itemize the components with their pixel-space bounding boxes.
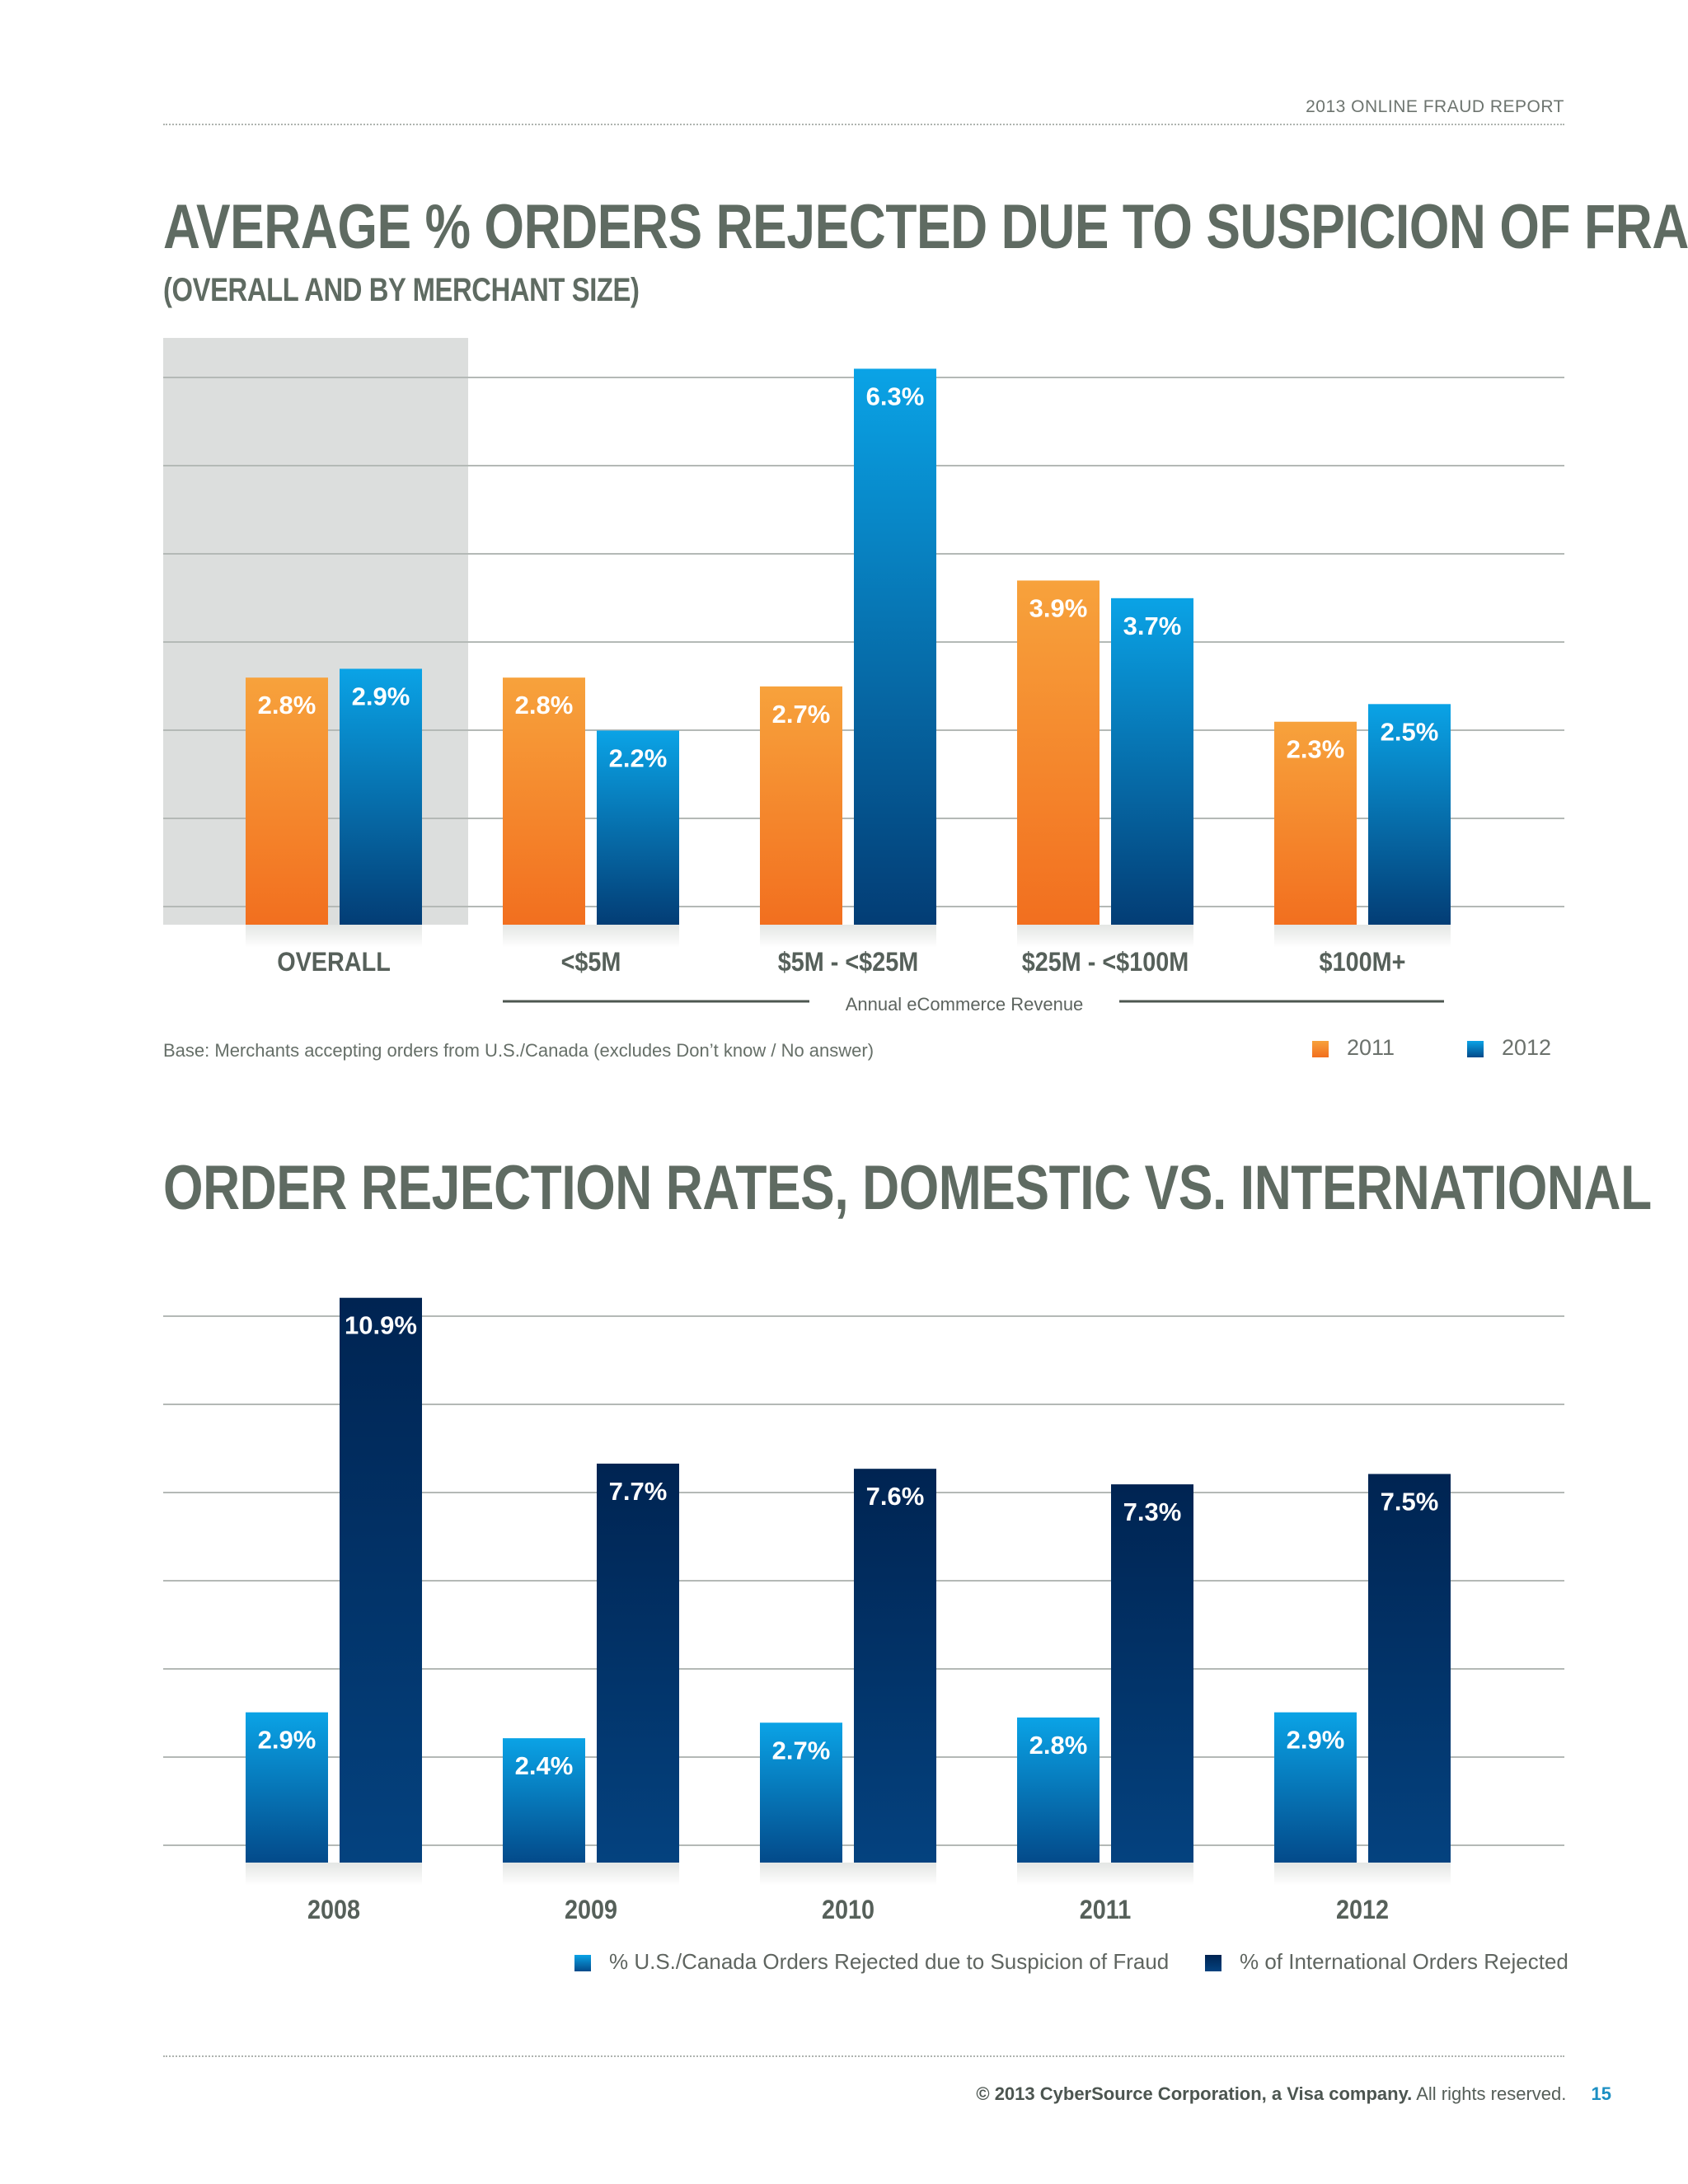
bar-2012-series-1 bbox=[1274, 1712, 1357, 1863]
category-label-2012: 2012 bbox=[1336, 1896, 1389, 1925]
bar-overall-series-1 bbox=[246, 677, 328, 925]
chart1-title: AVERAGE % ORDERS REJECTED DUE TO SUSPICI… bbox=[163, 192, 1688, 262]
bar-2010-series-1 bbox=[760, 1722, 842, 1863]
data-label-5m-series-2: 2.2% bbox=[609, 743, 668, 772]
bar-25m-100m-series-2 bbox=[1111, 598, 1193, 925]
legend-label-2011: 2011 bbox=[1347, 1035, 1395, 1060]
data-label-5m-25m-series-1: 2.7% bbox=[772, 700, 831, 729]
data-label-2011-series-1: 2.8% bbox=[1029, 1731, 1088, 1760]
data-label-overall-series-2: 2.9% bbox=[352, 682, 410, 710]
bar-shadow bbox=[503, 925, 679, 948]
legend-label-international: % of International Orders Rejected bbox=[1240, 1949, 1568, 1974]
legend-item-international: % of International Orders Rejected bbox=[1205, 1949, 1568, 1975]
chart2-figure: 2.9% 10.9% 2.4% 7.7% 2.7% 7.6% 2.8% 7.3% 2.9% 7.5… bbox=[163, 1297, 1564, 1925]
category-label-5m: <$5M bbox=[561, 948, 621, 977]
bar-5m-25m-series-1 bbox=[760, 686, 842, 925]
header-divider bbox=[163, 124, 1564, 125]
legend-swatch-light-blue bbox=[574, 1955, 591, 1972]
data-label-5m-25m-series-2: 6.3% bbox=[866, 382, 925, 410]
bar-25m-100m-series-1 bbox=[1017, 580, 1100, 925]
chart1-figure: 2.8% 2.9% 2.8% 2.2% 2.7% 6.3% 3.9% 3.7% 2.3% 2.5%… bbox=[163, 338, 1564, 1015]
data-label-2012-series-1: 2.9% bbox=[1287, 1726, 1345, 1755]
data-label-100m-series-2: 2.5% bbox=[1381, 717, 1439, 746]
legend-item-domestic: % U.S./Canada Orders Rejected due to Sus… bbox=[574, 1949, 1169, 1975]
data-label-2011-series-2: 7.3% bbox=[1123, 1497, 1182, 1526]
category-label-2010: 2010 bbox=[822, 1896, 874, 1925]
xaxis-label: Annual eCommerce Revenue bbox=[846, 994, 1084, 1015]
bar-5m-series-2 bbox=[597, 730, 679, 925]
bar-2011-series-1 bbox=[1017, 1717, 1100, 1863]
legend-label-2012: 2012 bbox=[1502, 1035, 1552, 1060]
data-label-2008-series-1: 2.9% bbox=[258, 1726, 316, 1755]
category-label-5m-25m: $5M - <$25M bbox=[778, 948, 918, 977]
data-label-2009-series-1: 2.4% bbox=[515, 1751, 574, 1780]
report-header: 2013 ONLINE FRAUD REPORT bbox=[1306, 97, 1564, 116]
data-label-25m-100m-series-1: 3.9% bbox=[1029, 593, 1088, 622]
category-label-2011: 2011 bbox=[1080, 1896, 1132, 1925]
category-label-overall: OVERALL bbox=[277, 948, 391, 977]
data-label-2008-series-2: 10.9% bbox=[345, 1311, 417, 1340]
bar-2012-series-2 bbox=[1368, 1474, 1451, 1863]
bar-shadow bbox=[760, 925, 936, 948]
bar-shadow bbox=[1017, 1863, 1193, 1886]
data-label-2009-series-2: 7.7% bbox=[609, 1477, 668, 1506]
data-label-2010-series-1: 2.7% bbox=[772, 1736, 831, 1765]
footer-divider bbox=[163, 2055, 1564, 2057]
bar-shadow bbox=[246, 1863, 422, 1886]
bar-2010-series-2 bbox=[854, 1469, 936, 1863]
legend-swatch-navy bbox=[1205, 1955, 1221, 1972]
bar-2009-series-1 bbox=[503, 1738, 585, 1863]
bar-shadow bbox=[760, 1863, 936, 1886]
bar-2009-series-2 bbox=[597, 1463, 679, 1863]
bar-5m-series-1 bbox=[503, 677, 585, 925]
bar-100m-series-2 bbox=[1368, 704, 1451, 925]
category-label-25m-100m: $25M - <$100M bbox=[1022, 948, 1189, 977]
bar-shadow bbox=[1274, 1863, 1451, 1886]
page-number: 15 bbox=[1591, 2083, 1611, 2104]
copyright-text: © 2013 CyberSource Corporation, a Visa c… bbox=[976, 2083, 1413, 2104]
bar-2008-series-2 bbox=[340, 1297, 422, 1863]
legend-swatch-blue bbox=[1467, 1040, 1484, 1057]
category-label-2009: 2009 bbox=[565, 1896, 617, 1925]
base-note: Base: Merchants accepting orders from U.… bbox=[163, 1040, 874, 1061]
bar-shadow bbox=[1017, 925, 1193, 948]
footer: © 2013 CyberSource Corporation, a Visa c… bbox=[0, 2083, 1611, 2105]
category-label-100m: $100M+ bbox=[1320, 948, 1406, 977]
bar-2011-series-2 bbox=[1111, 1484, 1193, 1863]
data-label-2010-series-2: 7.6% bbox=[866, 1482, 925, 1511]
chart2-title: ORDER REJECTION RATES, DOMESTIC VS. INTE… bbox=[163, 1153, 1652, 1223]
bar-2008-series-1 bbox=[246, 1712, 328, 1863]
bar-100m-series-1 bbox=[1274, 721, 1357, 925]
data-label-overall-series-1: 2.8% bbox=[258, 691, 316, 719]
data-label-25m-100m-series-2: 3.7% bbox=[1123, 612, 1182, 640]
bar-shadow bbox=[503, 1863, 679, 1886]
chart1-subtitle: (OVERALL AND BY MERCHANT SIZE) bbox=[163, 272, 640, 308]
legend-label-domestic: % U.S./Canada Orders Rejected due to Sus… bbox=[609, 1949, 1170, 1974]
data-label-5m-series-1: 2.8% bbox=[515, 691, 574, 719]
data-label-2012-series-2: 7.5% bbox=[1381, 1487, 1439, 1516]
bar-overall-series-2 bbox=[340, 668, 422, 925]
bar-5m-25m-series-2 bbox=[854, 368, 936, 925]
legend-item-2011: 2011 bbox=[1312, 1035, 1395, 1061]
rights-text: All rights reserved. bbox=[1416, 2083, 1567, 2104]
data-label-100m-series-1: 2.3% bbox=[1287, 735, 1345, 764]
legend-swatch-orange bbox=[1312, 1040, 1329, 1057]
legend-item-2012: 2012 bbox=[1467, 1035, 1551, 1061]
bar-shadow bbox=[1274, 925, 1451, 948]
bar-shadow bbox=[246, 925, 422, 948]
category-label-2008: 2008 bbox=[307, 1896, 360, 1925]
